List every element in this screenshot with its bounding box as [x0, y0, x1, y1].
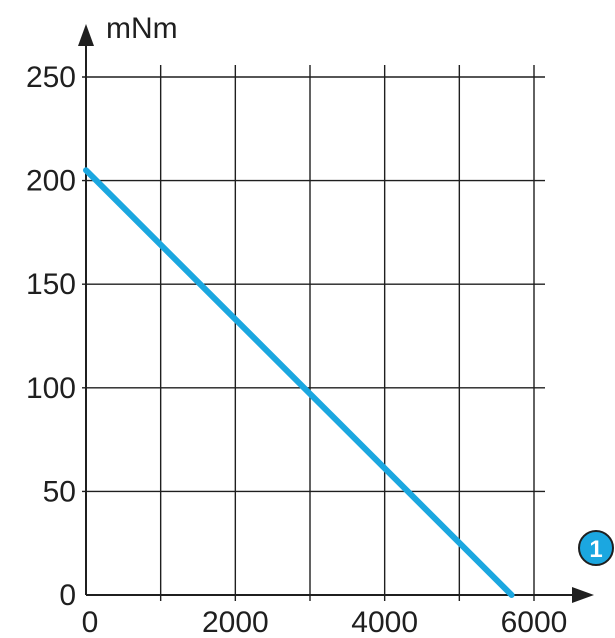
- x-marker-badge: [578, 530, 614, 566]
- axes: [78, 24, 594, 603]
- grid: [82, 65, 545, 601]
- y-tick-label: 50: [43, 475, 76, 508]
- x-tick-label: 6000: [501, 606, 568, 638]
- series: [83, 167, 515, 598]
- x-tick-label: 2000: [202, 606, 269, 638]
- x-axis-arrow: [572, 587, 594, 603]
- y-axis-unit-label: mNm: [106, 12, 178, 45]
- y-tick-label: 250: [26, 61, 76, 94]
- annotations: mNm 1: [106, 12, 614, 566]
- y-axis-arrow: [78, 24, 94, 46]
- torque-speed-line: [83, 167, 515, 598]
- x-marker-badge-label: 1: [589, 536, 602, 563]
- tick-labels: 0 50 100 150 200 250 0 2000 4000 6000: [26, 61, 567, 638]
- x-tick-label: 0: [82, 606, 99, 638]
- y-tick-label: 200: [26, 165, 76, 198]
- y-tick-label: 0: [59, 579, 76, 612]
- y-tick-label: 150: [26, 268, 76, 301]
- y-tick-label: 100: [26, 372, 76, 405]
- x-tick-label: 4000: [351, 606, 418, 638]
